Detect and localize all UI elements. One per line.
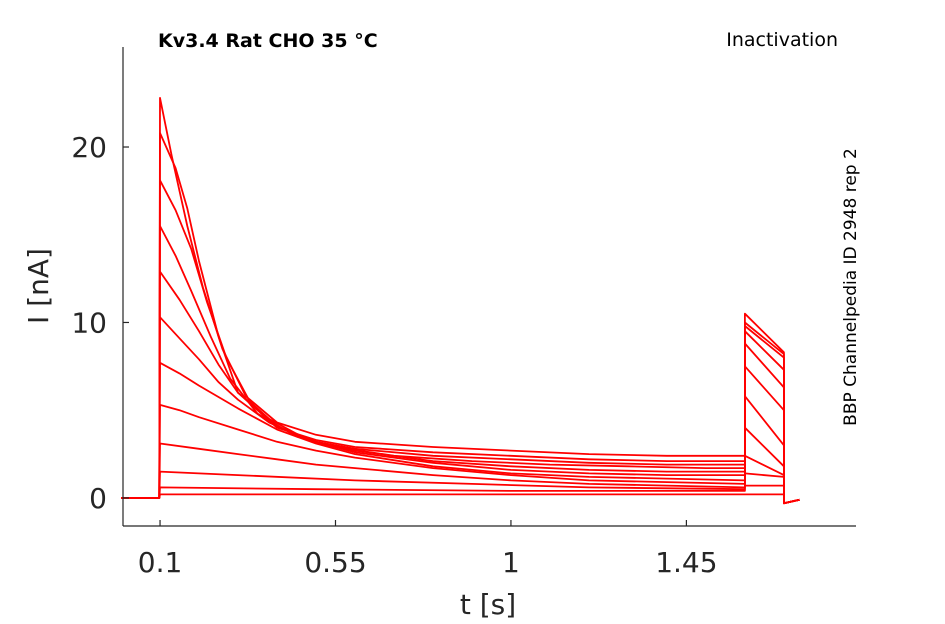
trace-group xyxy=(121,97,800,505)
x-tick-label: 1 xyxy=(502,546,520,579)
y-tick-label: 20 xyxy=(71,131,107,164)
current-trace-6 xyxy=(121,316,800,505)
y-tick-label: 0 xyxy=(89,482,107,515)
y-tick-label: 10 xyxy=(71,306,107,339)
chart-title: Kv3.4 Rat CHO 35 °C xyxy=(158,30,378,52)
x-tick-group: 0.1 0.55 1 1.45 xyxy=(138,520,718,579)
x-tick-label: 1.45 xyxy=(655,546,717,579)
x-tick-label: 0.55 xyxy=(304,546,366,579)
current-trace-3 xyxy=(121,179,800,505)
y-axis-label: I [nA] xyxy=(22,248,55,324)
source-label: BBP Channelpedia ID 2948 rep 2 xyxy=(841,148,861,426)
x-axis-label: t [s] xyxy=(460,588,516,621)
current-trace-5 xyxy=(121,270,800,505)
current-trace-10 xyxy=(121,470,800,505)
protocol-label: Inactivation xyxy=(726,29,838,51)
y-tick-group: 0 10 20 xyxy=(71,131,129,515)
current-trace-7 xyxy=(121,361,800,505)
current-trace-9 xyxy=(121,442,800,505)
current-trace-8 xyxy=(121,404,800,505)
current-trace-12 xyxy=(121,493,800,505)
current-trace-1 xyxy=(121,97,800,505)
x-tick-label: 0.1 xyxy=(138,546,183,579)
